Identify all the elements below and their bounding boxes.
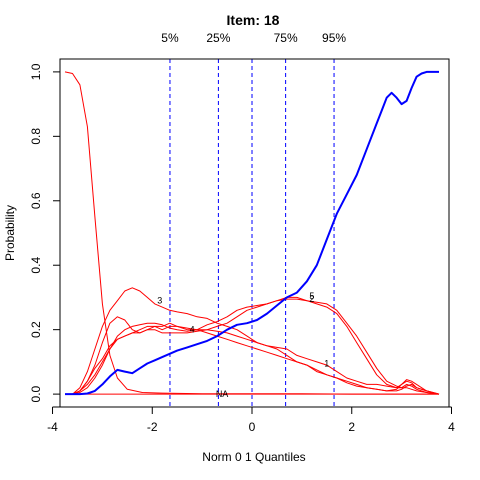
quantile-label-4: 95% bbox=[322, 31, 346, 45]
quantile-label-0: 5% bbox=[161, 31, 179, 45]
x-axis-label: Norm 0 1 Quantiles bbox=[202, 450, 305, 464]
curve-label-5: NA bbox=[216, 389, 229, 399]
y-tick-label-1: 0.2 bbox=[29, 321, 43, 338]
y-tick-label-4: 0.8 bbox=[29, 128, 43, 145]
option-curve-2 bbox=[65, 298, 440, 395]
quantile-label-1: 25% bbox=[206, 31, 230, 45]
x-tick-label-0: -4 bbox=[47, 420, 58, 434]
curve-label-3: 2 bbox=[309, 294, 314, 304]
series-layer bbox=[64, 70, 440, 396]
y-tick-label-0: 0.0 bbox=[29, 385, 43, 402]
curve-label-4: 1 bbox=[324, 359, 329, 369]
option-curve-5 bbox=[65, 296, 440, 395]
curve-label-1: 4 bbox=[190, 325, 195, 335]
x-axis: -4 -2 0 2 4 bbox=[47, 406, 455, 434]
y-tick-label-5: 1.0 bbox=[29, 63, 43, 80]
x-tick-label-2: 0 bbox=[249, 420, 256, 434]
y-tick-label-3: 0.6 bbox=[29, 192, 43, 209]
x-tick-label-3: 2 bbox=[348, 420, 355, 434]
y-axis-label: Probability bbox=[3, 205, 17, 261]
x-tick-label-1: -2 bbox=[147, 420, 158, 434]
x-tick-label-4: 4 bbox=[448, 420, 455, 434]
option-curve-1 bbox=[65, 316, 440, 395]
plot-frame bbox=[59, 58, 450, 408]
quantile-lines bbox=[169, 59, 335, 407]
curve-label-0: 3 bbox=[157, 296, 162, 306]
option-curve-0 bbox=[64, 71, 439, 395]
annotation-layer: 3 4 52 1 NA bbox=[157, 291, 329, 399]
curve-label-2: 5 bbox=[309, 291, 314, 301]
correct-curve bbox=[65, 70, 439, 396]
y-tick-label-2: 0.4 bbox=[29, 257, 43, 274]
quantile-label-3: 75% bbox=[274, 31, 298, 45]
chart-title: Item: 18 bbox=[227, 12, 280, 28]
y-axis: 0.0 0.2 0.4 0.6 0.8 1.0 bbox=[29, 63, 61, 402]
quantile-labels: 5% 25% 75% 95% bbox=[161, 31, 346, 45]
